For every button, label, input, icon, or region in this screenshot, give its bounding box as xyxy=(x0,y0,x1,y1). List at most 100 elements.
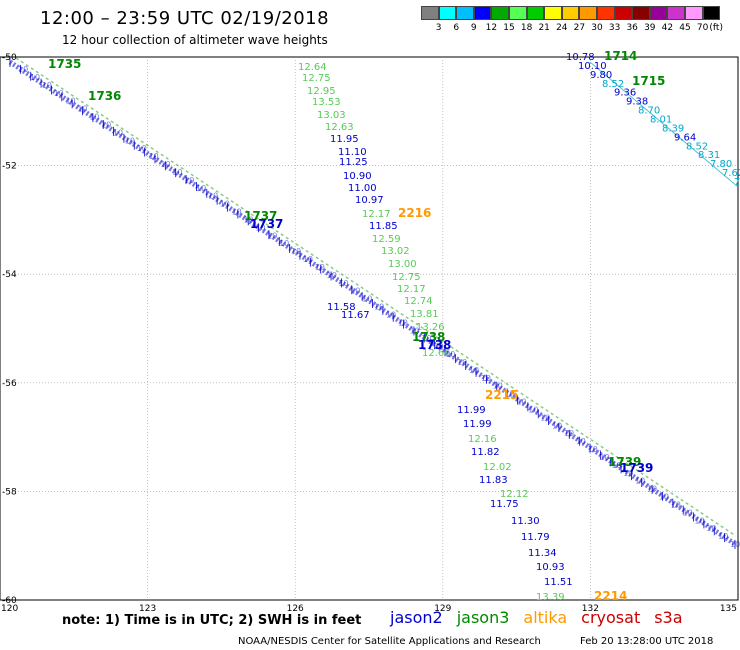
pass-time-label: 1737 xyxy=(244,209,277,223)
jason2-track-label: 10 xyxy=(706,524,716,533)
pass-time-label: 1736 xyxy=(88,89,121,103)
jason2-track-label: 10 xyxy=(77,105,87,114)
jason2-track-label: 10 xyxy=(232,208,242,217)
jason3-ne-swh-value: 9.36 xyxy=(614,88,636,99)
jason2-swh-value: 11.75 xyxy=(490,499,519,510)
altika-swh-value: 12.66 xyxy=(422,348,451,359)
jason2-swh-value: 11.79 xyxy=(521,532,550,543)
pass-time-label: 2216 xyxy=(398,206,431,220)
x-tick-label: 126 xyxy=(287,604,304,614)
colorbar-swatch xyxy=(438,6,457,20)
jason2-track-label: 10 xyxy=(327,271,337,280)
jason2-track-label: 10 xyxy=(730,540,740,549)
colorbar-swatch xyxy=(649,6,668,20)
jason2-swh-value: 11.67 xyxy=(341,310,370,321)
pass-time-label: 1714 xyxy=(604,49,637,63)
altika-swh-value: 13.26 xyxy=(416,322,445,333)
x-tick-label: 129 xyxy=(434,604,451,614)
jason3-ne-swh-value: 9.38 xyxy=(626,97,648,108)
jason2-track-label: 10 xyxy=(255,223,265,232)
x-tick-label: 123 xyxy=(139,604,156,614)
colorbar-swatch xyxy=(702,6,721,20)
colorbar-label: 45 xyxy=(679,23,691,33)
jason2-swh-value: 11.30 xyxy=(511,516,540,527)
altika-swh-value: 12.59 xyxy=(372,234,401,245)
jason3-ne-swh-value: 7.62 xyxy=(722,168,740,179)
jason3-ne-swh-value: 10.78 xyxy=(566,52,595,63)
jason2-track-label: 10 xyxy=(362,295,372,304)
jason2-track-label: 10 xyxy=(89,113,99,122)
jason2-track-label: 10 xyxy=(398,318,408,327)
jason2-track-label: 10 xyxy=(433,342,443,351)
colorbar-swatch xyxy=(614,6,633,20)
jason2-track-label: 10 xyxy=(338,279,348,288)
jason3-ne-swh-value: 8.52 xyxy=(602,79,624,90)
colorbar-swatch xyxy=(667,6,685,20)
generated-timestamp: Feb 20 13:28:00 UTC 2018 xyxy=(580,636,714,647)
jason2-track-label: 10 xyxy=(42,81,52,90)
y-tick-label: -56 xyxy=(2,379,17,389)
jason3-ne-swh-value: 8.39 xyxy=(662,123,684,134)
jason2-track-label: 10 xyxy=(208,192,218,201)
colorbar-swatch xyxy=(491,6,509,20)
jason2-track-label: 10 xyxy=(65,97,75,106)
y-tick-label: -50 xyxy=(2,53,17,63)
colorbar-label: 18 xyxy=(520,23,533,33)
jason2-track-label: 10 xyxy=(516,398,526,407)
jason3-track xyxy=(15,57,737,537)
colorbar-swatch xyxy=(632,6,650,20)
jason2-track-label: 10 xyxy=(101,120,111,129)
colorbar-label: 70 xyxy=(696,23,709,33)
colorbar-swatch xyxy=(526,6,545,20)
jason2-track-label: 10 xyxy=(481,374,491,383)
x-tick-label: 132 xyxy=(582,604,599,614)
colorbar-label: 9 xyxy=(470,23,477,33)
jason3-ne-swh-value: 7.80 xyxy=(710,159,732,170)
jason2-track-label: 10 xyxy=(611,461,621,470)
jason2-swh-value: 11.10 xyxy=(338,147,367,158)
colorbar-label: 39 xyxy=(644,23,656,33)
jason2-track-label: 10 xyxy=(683,508,693,517)
colorbar-label: 12 xyxy=(485,23,498,33)
jason2-swh-value: 11.00 xyxy=(348,183,377,194)
jason2-track-label: 10 xyxy=(599,453,609,462)
legend-jason2: jason2 xyxy=(390,608,443,627)
jason3-ne-swh-value: 9.64 xyxy=(674,132,696,143)
map-subtitle: 12 hour collection of altimeter wave hei… xyxy=(62,33,328,47)
pass-time-label: 1715 xyxy=(632,74,665,88)
jason3-ne-track xyxy=(589,61,739,188)
jason2-track-label: 10 xyxy=(18,65,28,74)
jason2-track-label: 10 xyxy=(243,215,253,224)
y-tick-label: -58 xyxy=(2,487,17,497)
altika-swh-value: 13.39 xyxy=(536,592,565,603)
colorbar-label: 42 xyxy=(661,23,674,33)
jason2-track-label: 10 xyxy=(552,421,562,430)
jason2-track-label: 10 xyxy=(659,493,669,502)
altika-swh-value: 13.53 xyxy=(312,97,341,108)
colorbar xyxy=(421,6,721,20)
jason3-ne-swh-value: 10.10 xyxy=(578,61,607,72)
credit-line: NOAA/NESDIS Center for Satellite Applica… xyxy=(238,636,541,647)
altika-swh-value: 12.95 xyxy=(307,86,336,97)
colorbar-swatch xyxy=(561,6,580,20)
colorbar-swatch xyxy=(684,6,703,20)
altika-swh-value: 12.17 xyxy=(362,209,391,220)
altika-swh-value: 12.63 xyxy=(325,122,354,133)
jason2-track-label: 10 xyxy=(671,500,681,509)
jason2-track-label: 10 xyxy=(303,255,313,264)
jason2-track-label: 10 xyxy=(386,310,396,319)
pass-time-label: 2215 xyxy=(485,388,518,402)
jason2-track-label: 10 xyxy=(184,176,194,185)
map-frame xyxy=(0,56,739,601)
colorbar-swatch xyxy=(456,6,474,20)
pass-time-label: 1737 xyxy=(250,217,283,231)
jason3-ne-swh-value: 7.54 xyxy=(734,177,740,188)
jason2-swh-value: 11.85 xyxy=(369,221,398,232)
colorbar-label: 27 xyxy=(573,23,586,33)
legend-cryosat: cryosat xyxy=(581,608,641,627)
colorbar-labels: 3 6 9 12 15 18 21 24 27 30 33 36 39 42 45 70 (ft) xyxy=(421,23,740,35)
jason2-swh-value: 11.95 xyxy=(330,134,359,145)
legend-jason3: jason3 xyxy=(456,608,510,627)
jason2-track-label: 10 xyxy=(350,287,360,296)
altika-swh-value: 13.81 xyxy=(410,309,439,320)
